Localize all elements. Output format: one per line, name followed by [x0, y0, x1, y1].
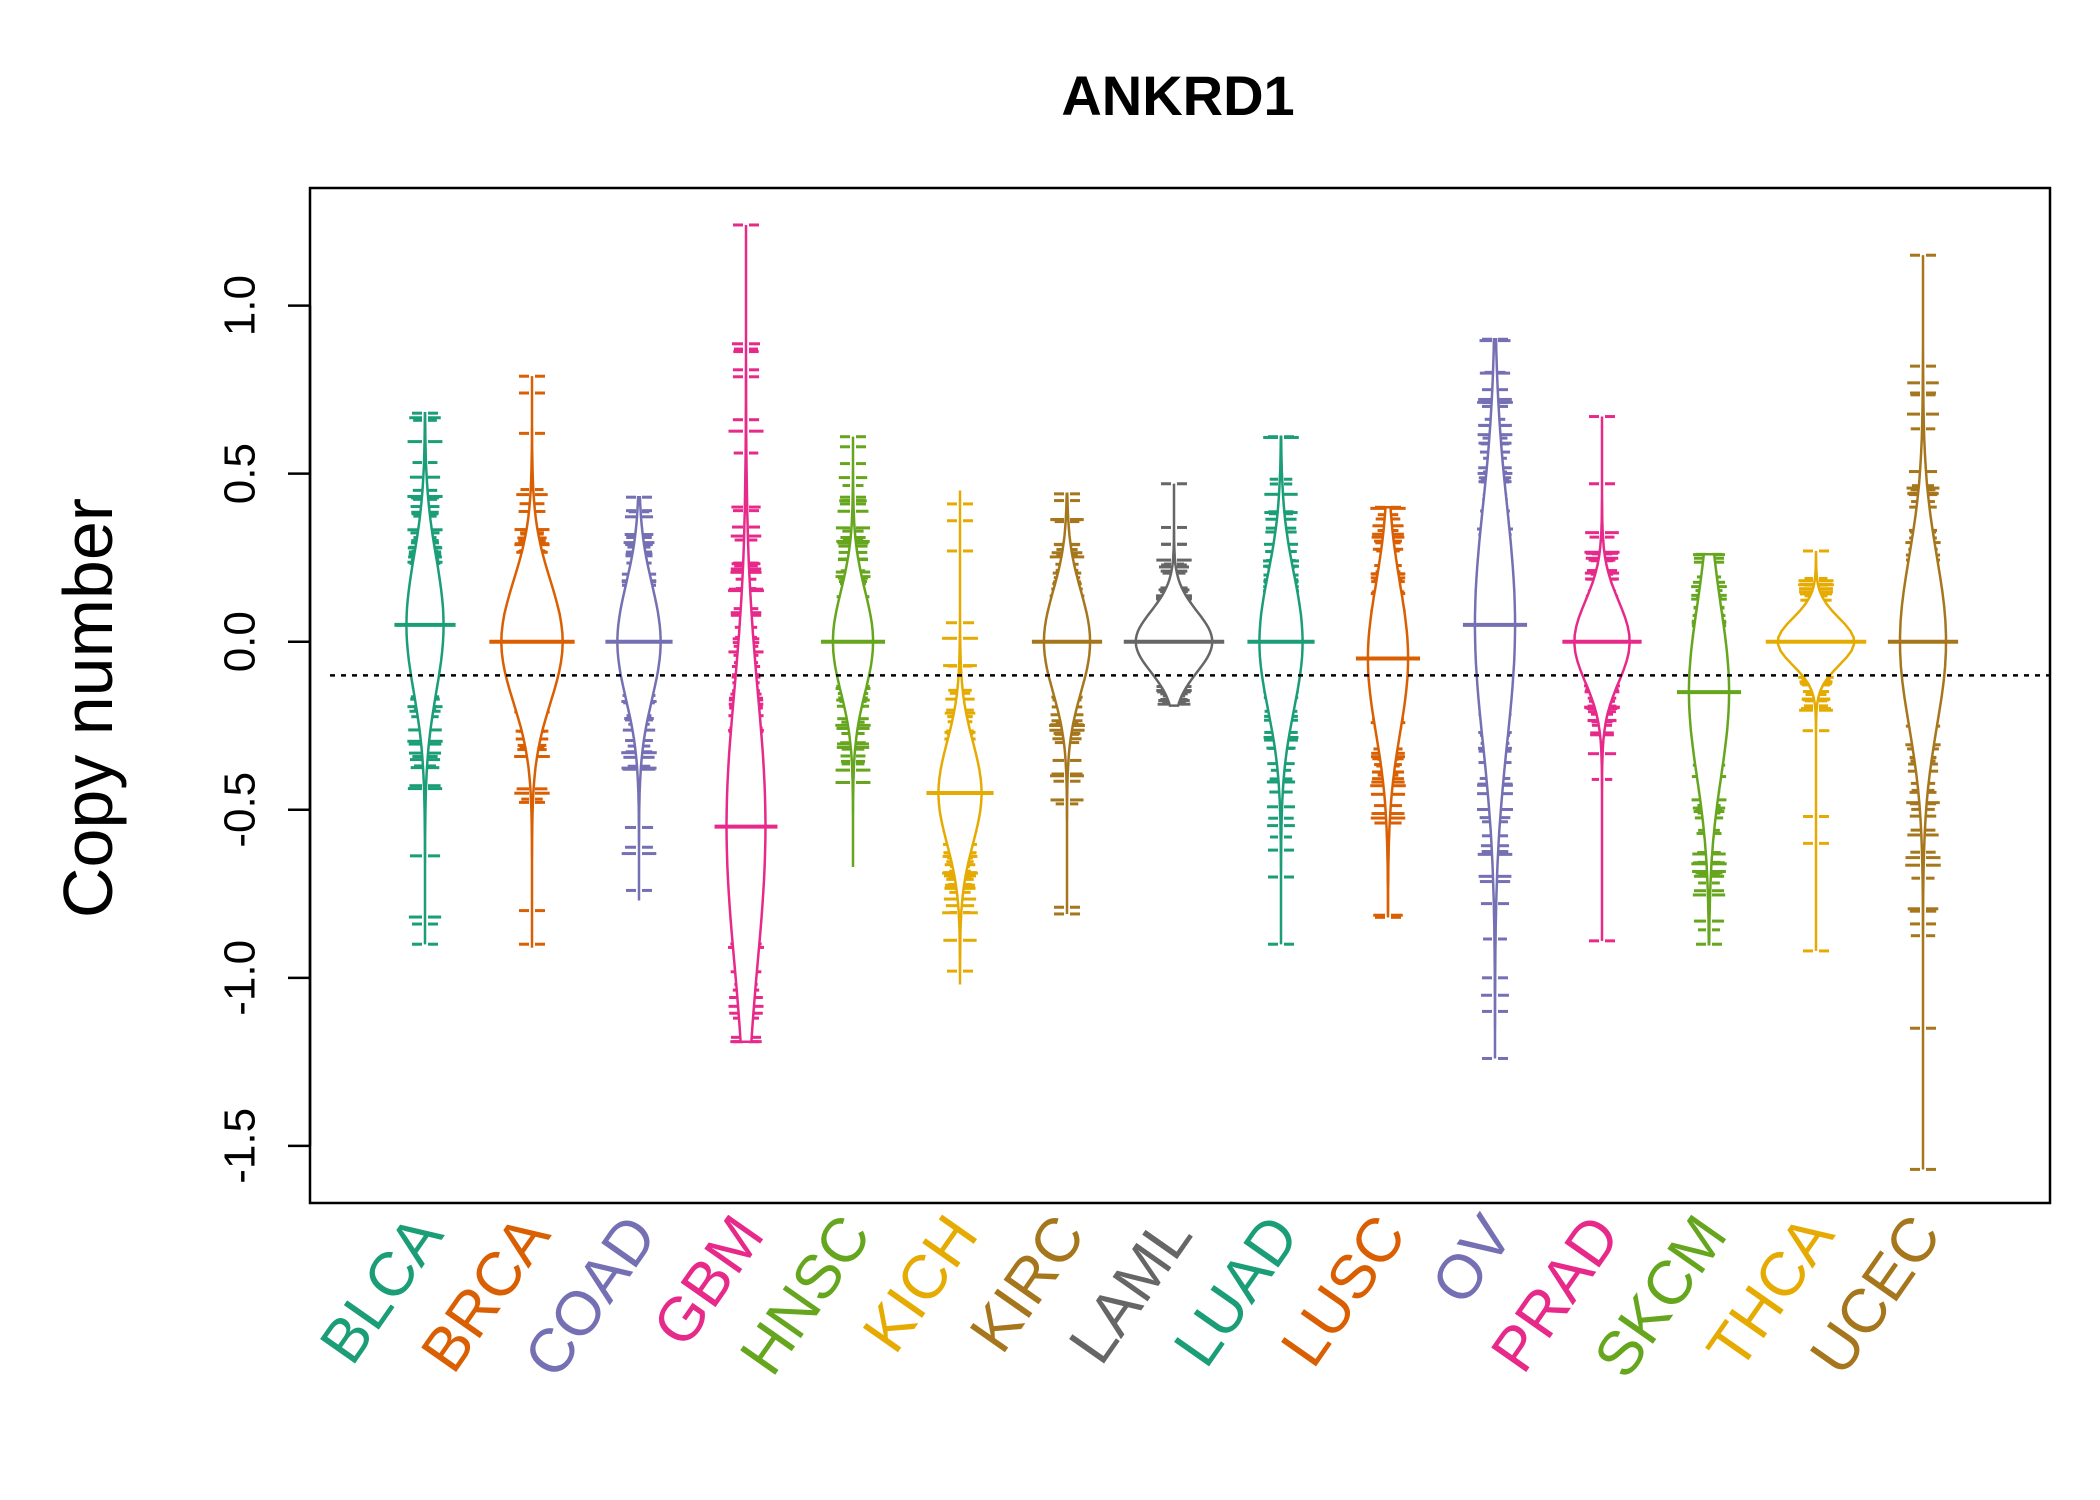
- bean-density: [1776, 550, 1856, 951]
- bean-density: [831, 436, 875, 867]
- bean-density: [1134, 483, 1214, 707]
- y-tick-label: -1.5: [216, 1108, 265, 1184]
- bean-skcm: [1676, 552, 1742, 946]
- bean-density: [405, 411, 445, 945]
- bean-ov: [1462, 337, 1528, 1060]
- bean-blca: [394, 411, 456, 946]
- y-tick-label: -0.5: [216, 772, 265, 848]
- y-tick-label: -1.0: [216, 940, 265, 1016]
- bean-density: [616, 495, 662, 901]
- bean-density: [1258, 435, 1304, 945]
- bean-density: [1573, 416, 1631, 941]
- bean-gbm: [714, 223, 778, 1044]
- bean-luad: [1247, 435, 1315, 946]
- bean-density: [1042, 492, 1092, 914]
- y-axis: -1.5 -1.0 -0.5 0.0 0.5 1.0: [216, 275, 312, 1184]
- bean-density: [1898, 255, 1948, 1170]
- bean-density: [500, 376, 564, 948]
- bean-coad: [605, 495, 673, 901]
- bean-laml: [1123, 482, 1225, 707]
- bean-density: [937, 490, 983, 985]
- x-tick-label: KICH: [850, 1203, 991, 1364]
- bean-density: [1473, 337, 1517, 1059]
- y-axis-label: Copy number: [49, 498, 127, 918]
- bean-density: [1366, 506, 1410, 918]
- bean-thca: [1765, 549, 1867, 953]
- y-tick-label: 0.0: [216, 611, 265, 672]
- bean-hnsc: [820, 435, 886, 867]
- y-tick-label: 0.5: [216, 443, 265, 504]
- bean-brca: [489, 374, 575, 948]
- bean-kich: [926, 490, 994, 985]
- plot-frame: [308, 186, 2052, 1205]
- bean-group: [394, 223, 1959, 1171]
- bean-ucec: [1887, 253, 1959, 1171]
- bean-density: [725, 225, 767, 1043]
- y-tick-label: 1.0: [216, 275, 265, 336]
- chart-title: ANKRD1: [1061, 64, 1294, 127]
- bean-prad: [1562, 415, 1642, 943]
- bean-kirc: [1031, 492, 1103, 916]
- bean-density: [1687, 553, 1731, 946]
- bean-lusc: [1355, 505, 1421, 919]
